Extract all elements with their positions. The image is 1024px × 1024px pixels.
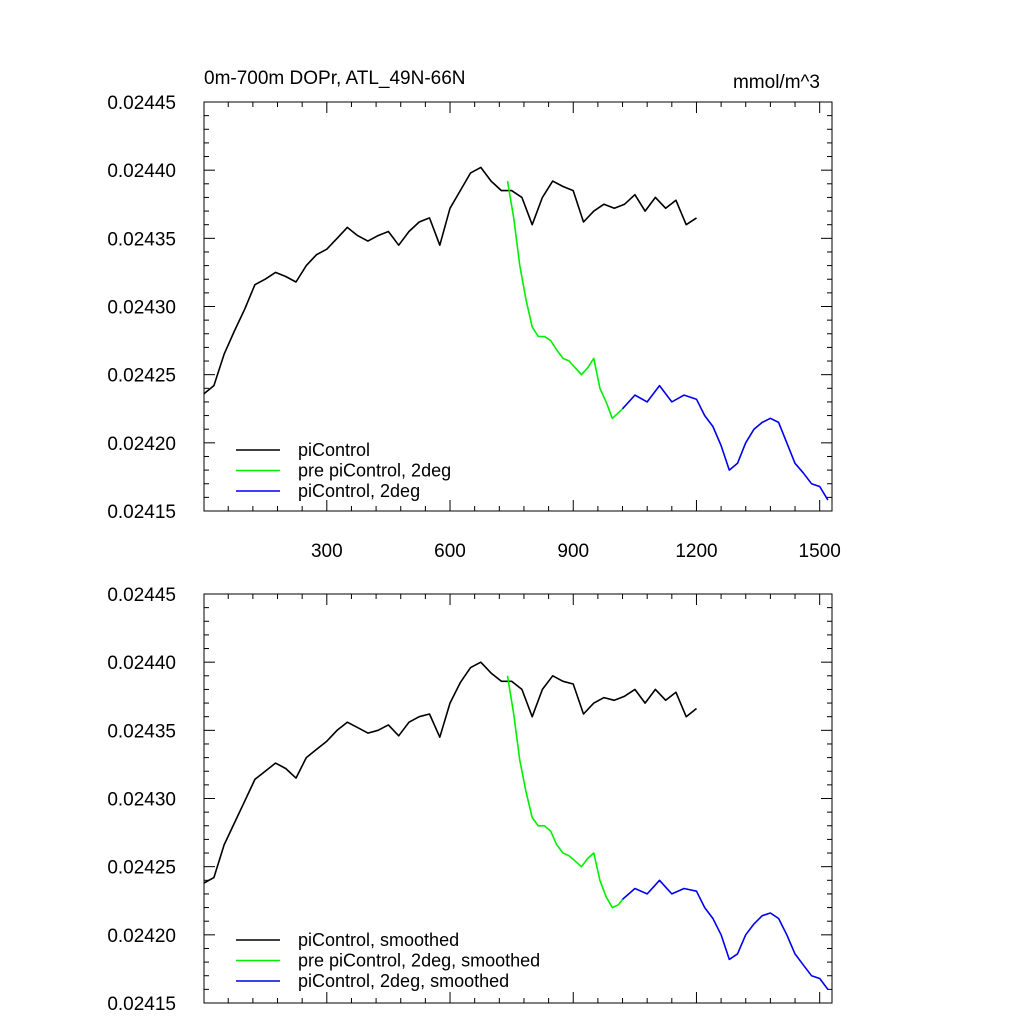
legend-label: piControl, 2deg, smoothed — [298, 971, 509, 991]
x-tick-label: 300 — [311, 541, 343, 562]
series-line-1 — [203, 661, 697, 884]
legend-label: pre piControl, 2deg, smoothed — [298, 951, 540, 971]
y-tick-label: 0.02425 — [107, 366, 176, 387]
x-tick-label: 600 — [434, 541, 466, 562]
y-tick-label: 0.02445 — [107, 585, 176, 606]
legend-label: piControl, smoothed — [298, 930, 459, 950]
units-label: mmol/m^3 — [733, 72, 820, 93]
y-tick-label: 0.02445 — [107, 93, 176, 114]
y-tick-label: 0.02435 — [107, 721, 176, 742]
series-line-2 — [506, 180, 624, 420]
y-tick-label: 0.02420 — [107, 434, 176, 455]
figure-title: 0m-700m DOPr, ATL_49N-66N — [204, 68, 466, 89]
y-tick-label: 0.02415 — [107, 994, 176, 1015]
series-line-1 — [203, 166, 697, 395]
y-tick-label: 0.02430 — [107, 790, 176, 811]
series-line-3 — [621, 879, 829, 990]
y-tick-label: 0.02415 — [107, 502, 176, 523]
bottom-panel: 0.02415 0.02420 0.02425 0.02430 0.02435 0.024… — [107, 585, 833, 1015]
legend-label: piControl — [298, 440, 370, 460]
y-tick-label: 0.02425 — [107, 858, 176, 879]
y-tick-label: 0.02430 — [107, 298, 176, 319]
top-panel: 300 600 900 1200 1500 0.02415 0.02420 0.02425 0.… — [107, 93, 841, 562]
x-tick-label: 900 — [557, 541, 589, 562]
y-tick-label: 0.02440 — [107, 161, 176, 182]
y-tick-label: 0.02440 — [107, 653, 176, 674]
y-tick-label: 0.02435 — [107, 229, 176, 250]
series-line-3 — [621, 384, 829, 501]
legend-label: pre piControl, 2deg — [298, 461, 451, 481]
y-tick-label: 0.02420 — [107, 926, 176, 947]
series-line-2 — [506, 675, 624, 909]
x-tick-label: 1500 — [799, 541, 841, 562]
x-tick-label: 1200 — [675, 541, 717, 562]
legend-label: piControl, 2deg — [298, 481, 420, 501]
